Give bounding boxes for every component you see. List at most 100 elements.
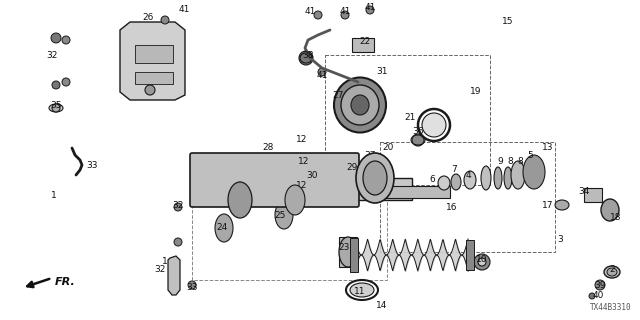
Text: 33: 33 <box>186 284 198 292</box>
Text: 15: 15 <box>502 18 514 27</box>
Text: 31: 31 <box>376 68 388 76</box>
Text: 8: 8 <box>517 157 523 166</box>
Text: 17: 17 <box>542 201 554 210</box>
Circle shape <box>62 78 70 86</box>
Ellipse shape <box>49 104 63 112</box>
Text: 39: 39 <box>595 281 605 290</box>
Text: 4: 4 <box>465 171 471 180</box>
Ellipse shape <box>339 237 357 267</box>
Text: 25: 25 <box>275 211 285 220</box>
Polygon shape <box>472 18 512 52</box>
Bar <box>192 170 387 280</box>
Ellipse shape <box>341 85 379 125</box>
Text: 41: 41 <box>304 7 316 17</box>
Bar <box>370 186 450 198</box>
Text: 41: 41 <box>316 70 328 79</box>
Text: 3: 3 <box>557 236 563 244</box>
Text: 29: 29 <box>346 164 358 172</box>
Ellipse shape <box>363 161 387 195</box>
Text: 7: 7 <box>451 165 457 174</box>
Text: 23: 23 <box>339 244 349 252</box>
Text: 8: 8 <box>507 157 513 166</box>
Ellipse shape <box>275 201 293 229</box>
Circle shape <box>145 85 155 95</box>
Text: 12: 12 <box>298 157 310 166</box>
Ellipse shape <box>350 283 374 297</box>
Text: 37: 37 <box>364 150 376 159</box>
Text: 22: 22 <box>360 37 371 46</box>
Bar <box>339 237 357 267</box>
Text: 32: 32 <box>46 51 58 60</box>
Ellipse shape <box>356 153 394 203</box>
Circle shape <box>51 33 61 43</box>
Text: 40: 40 <box>592 292 604 300</box>
Text: 36: 36 <box>412 127 424 137</box>
Circle shape <box>314 11 322 19</box>
Ellipse shape <box>523 155 545 189</box>
Ellipse shape <box>464 171 476 189</box>
Polygon shape <box>168 256 180 295</box>
Circle shape <box>474 254 490 270</box>
Polygon shape <box>48 155 60 175</box>
Text: 12: 12 <box>296 135 308 145</box>
Text: 6: 6 <box>429 175 435 185</box>
Ellipse shape <box>228 182 252 218</box>
Ellipse shape <box>481 166 491 190</box>
Circle shape <box>412 134 424 146</box>
Text: 30: 30 <box>307 171 317 180</box>
Ellipse shape <box>601 199 619 221</box>
Circle shape <box>188 281 196 289</box>
FancyBboxPatch shape <box>190 153 359 207</box>
Circle shape <box>341 11 349 19</box>
Text: TX44B3310: TX44B3310 <box>590 303 632 312</box>
Text: 2: 2 <box>609 266 615 275</box>
Text: 18: 18 <box>611 213 621 222</box>
Text: 35: 35 <box>51 100 61 109</box>
Text: 10: 10 <box>476 255 488 265</box>
Text: 21: 21 <box>404 114 416 123</box>
Polygon shape <box>120 22 185 100</box>
Bar <box>466 240 474 270</box>
Bar <box>352 38 374 52</box>
Text: 5: 5 <box>527 150 533 159</box>
Circle shape <box>174 203 182 211</box>
Text: 14: 14 <box>376 301 388 310</box>
Ellipse shape <box>215 214 233 242</box>
Ellipse shape <box>604 266 620 278</box>
Circle shape <box>52 104 60 112</box>
Circle shape <box>174 238 182 246</box>
Ellipse shape <box>451 174 461 190</box>
Polygon shape <box>250 132 278 148</box>
Circle shape <box>161 16 169 24</box>
Ellipse shape <box>422 113 446 137</box>
Bar <box>350 238 358 272</box>
Ellipse shape <box>504 167 512 189</box>
Text: 28: 28 <box>262 143 274 153</box>
Text: 9: 9 <box>497 157 503 166</box>
Ellipse shape <box>334 77 386 132</box>
Text: 27: 27 <box>332 92 344 100</box>
Ellipse shape <box>285 185 305 215</box>
Circle shape <box>299 51 313 65</box>
Text: 38: 38 <box>302 51 314 60</box>
Text: 32: 32 <box>154 266 166 275</box>
Ellipse shape <box>438 176 450 190</box>
Polygon shape <box>325 80 345 95</box>
Text: 11: 11 <box>355 287 365 297</box>
Bar <box>135 45 173 63</box>
Text: 1: 1 <box>162 258 168 267</box>
Text: 41: 41 <box>364 4 376 12</box>
Text: 12: 12 <box>296 180 308 189</box>
Circle shape <box>62 36 70 44</box>
Bar <box>325 55 490 185</box>
Text: 16: 16 <box>446 204 458 212</box>
Circle shape <box>595 280 605 290</box>
Bar <box>584 188 602 202</box>
Circle shape <box>478 258 486 266</box>
Ellipse shape <box>511 161 525 189</box>
Ellipse shape <box>351 95 369 115</box>
Bar <box>380 142 555 252</box>
Bar <box>192 178 412 200</box>
Text: 19: 19 <box>470 87 482 97</box>
Text: 1: 1 <box>51 190 57 199</box>
